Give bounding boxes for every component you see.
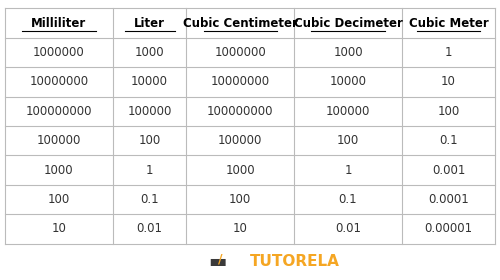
Text: 0.00001: 0.00001 [424, 222, 472, 235]
Text: 100000: 100000 [36, 134, 81, 147]
Text: 100: 100 [138, 134, 160, 147]
Text: Cubic Centimeter: Cubic Centimeter [183, 17, 298, 30]
Text: 0.0001: 0.0001 [428, 193, 469, 206]
Text: 0.1: 0.1 [140, 193, 159, 206]
Text: 0.001: 0.001 [432, 164, 465, 177]
Text: 100000: 100000 [218, 134, 262, 147]
Text: 1000: 1000 [134, 46, 164, 59]
Text: 1: 1 [444, 46, 452, 59]
Text: 100: 100 [438, 105, 460, 118]
Text: TUTORELA: TUTORELA [250, 254, 340, 269]
Text: 0.01: 0.01 [335, 222, 361, 235]
Text: 100000: 100000 [326, 105, 370, 118]
Text: Liter: Liter [134, 17, 165, 30]
Text: 1000000: 1000000 [214, 46, 266, 59]
Text: 1000000: 1000000 [33, 46, 85, 59]
Text: 10: 10 [233, 222, 248, 235]
Text: 1: 1 [146, 164, 154, 177]
Text: 10000000: 10000000 [30, 75, 88, 88]
Text: 100: 100 [229, 193, 252, 206]
Text: 10000000: 10000000 [210, 75, 270, 88]
Text: 1000: 1000 [333, 46, 363, 59]
Text: 100: 100 [48, 193, 70, 206]
Text: 100: 100 [337, 134, 359, 147]
Text: 10000: 10000 [131, 75, 168, 88]
Text: 1000: 1000 [226, 164, 255, 177]
Text: 1000: 1000 [44, 164, 74, 177]
Text: 0.01: 0.01 [136, 222, 162, 235]
Text: 10: 10 [441, 75, 456, 88]
Text: ▬: ▬ [208, 252, 226, 271]
Text: 100000: 100000 [128, 105, 172, 118]
Text: 100000000: 100000000 [26, 105, 92, 118]
Text: 10000: 10000 [330, 75, 366, 88]
Text: 100000000: 100000000 [207, 105, 274, 118]
Text: 0.1: 0.1 [439, 134, 458, 147]
Text: 10: 10 [52, 222, 66, 235]
Text: Milliliter: Milliliter [32, 17, 86, 30]
Text: Cubic Decimeter: Cubic Decimeter [294, 17, 403, 30]
Text: Cubic Meter: Cubic Meter [408, 17, 488, 30]
Text: 1: 1 [344, 164, 352, 177]
Text: /: / [218, 253, 222, 265]
Text: 0.1: 0.1 [338, 193, 357, 206]
